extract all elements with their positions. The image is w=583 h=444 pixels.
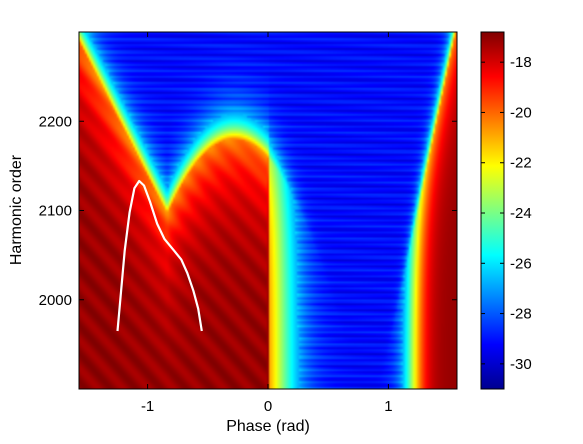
y-axis-label: Harmonic order xyxy=(8,154,25,265)
y-tick-label: 2000 xyxy=(39,292,72,309)
y-tick-label: 2100 xyxy=(39,203,72,220)
colorbar: -30 -28 -26 -24 -22 -20 -18 xyxy=(480,31,532,390)
heatmap-image xyxy=(79,32,457,389)
colorbar-ticks: -30 -28 -26 -24 -22 -20 -18 xyxy=(481,54,532,373)
colorbar-tick-label: -22 xyxy=(510,155,532,172)
colorbar-tick-label: -26 xyxy=(510,255,532,272)
colorbar-tick-label: -30 xyxy=(510,356,532,373)
y-tick-label: 2200 xyxy=(39,113,72,130)
x-tick-label: 1 xyxy=(384,398,392,415)
x-tick-label: -1 xyxy=(141,398,154,415)
colorbar-tick-label: -28 xyxy=(510,306,532,323)
x-axis: -1 0 1 xyxy=(141,32,393,415)
colorbar-tick-label: -24 xyxy=(510,205,532,222)
y-axis: 2000 2100 2200 xyxy=(39,113,457,309)
colorbar-tick-label: -20 xyxy=(510,104,532,121)
colorbar-gradient xyxy=(481,32,504,389)
x-axis-label: Phase (rad) xyxy=(226,418,310,435)
plot-area xyxy=(78,31,458,390)
colorbar-tick-label: -18 xyxy=(510,54,532,71)
x-tick-label: 0 xyxy=(264,398,272,415)
colorbar-frame xyxy=(480,31,505,390)
overlay-curve xyxy=(116,179,203,332)
